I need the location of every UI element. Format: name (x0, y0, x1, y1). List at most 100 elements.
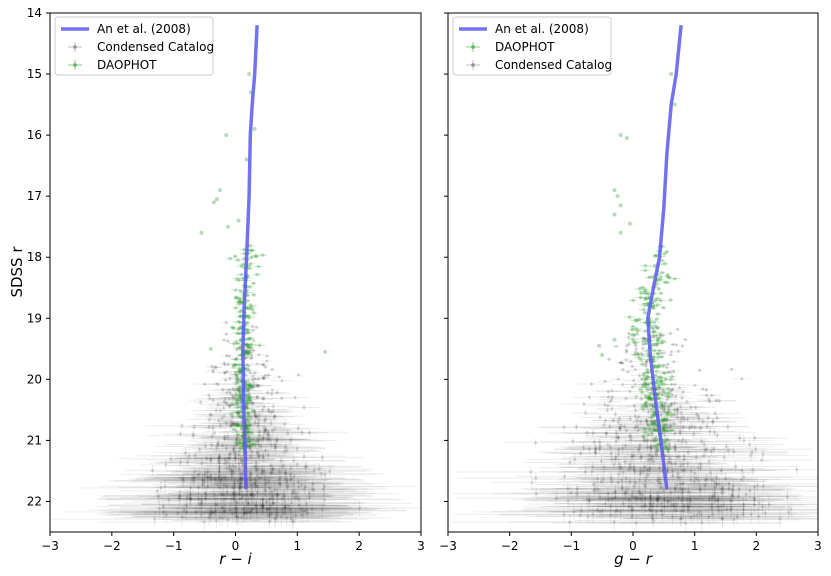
condensed-point (294, 491, 298, 496)
condensed-point (246, 383, 250, 387)
condensed-point (273, 488, 277, 492)
condensed-point (216, 441, 220, 445)
daophot-point (643, 264, 648, 268)
condensed-point (289, 516, 293, 521)
condensed-point (243, 510, 247, 514)
condensed-point (633, 368, 637, 372)
condensed-point (747, 442, 752, 447)
daophot-point (246, 387, 251, 391)
daophot-point (244, 386, 249, 391)
condensed-point (270, 367, 274, 372)
condensed-point (248, 447, 252, 451)
daophot-point (247, 398, 251, 403)
condensed-point (621, 368, 625, 372)
condensed-point (278, 483, 282, 487)
condensed-point (162, 510, 166, 514)
condensed-point (319, 472, 323, 476)
condensed-point (720, 516, 724, 520)
condensed-point (161, 504, 165, 508)
condensed-point (265, 432, 270, 436)
condensed-point (150, 468, 155, 472)
condensed-point (610, 398, 614, 402)
condensed-point (714, 482, 718, 486)
condensed-point (683, 338, 687, 342)
condensed-point (644, 439, 648, 443)
condensed-point (253, 464, 257, 468)
condensed-point (205, 456, 209, 461)
condensed-point (277, 469, 281, 473)
condensed-point (575, 492, 579, 496)
condensed-point (265, 354, 269, 358)
condensed-point (627, 467, 631, 471)
condensed-point (241, 494, 245, 498)
condensed-point (655, 449, 659, 453)
condensed-point (562, 512, 566, 516)
condensed-point (218, 485, 222, 490)
left-model-line (241, 25, 259, 490)
condensed-point (603, 501, 607, 506)
y-tick-label: 14 (27, 6, 42, 20)
condensed-point (700, 439, 704, 444)
condensed-point (640, 353, 645, 357)
condensed-point (627, 335, 631, 339)
condensed-point (194, 510, 198, 514)
daophot-point (658, 375, 663, 379)
condensed-point (729, 499, 733, 503)
condensed-point (566, 499, 570, 503)
daophot-point (250, 248, 255, 253)
condensed-point (274, 445, 278, 449)
daophot-point (643, 268, 647, 273)
condensed-point (299, 507, 303, 511)
condensed-point (251, 348, 256, 353)
daophot-point (660, 418, 665, 422)
condensed-point (155, 489, 159, 493)
condensed-point (229, 419, 233, 423)
daophot-point (248, 382, 253, 387)
condensed-point (649, 446, 653, 450)
condensed-point (252, 409, 256, 414)
condensed-point (606, 498, 610, 502)
condensed-point (237, 326, 242, 330)
condensed-point (643, 496, 647, 500)
daophot-point (244, 349, 249, 353)
condensed-point (707, 397, 711, 401)
condensed-point (650, 403, 655, 407)
condensed-point (185, 495, 189, 499)
daophot-point (237, 362, 242, 367)
condensed-point (619, 466, 623, 470)
condensed-point (291, 520, 295, 524)
condensed-point (753, 436, 757, 440)
condensed-point (220, 444, 225, 448)
daophot-point (239, 308, 244, 313)
daophot-point (249, 346, 254, 350)
daophot-point (655, 303, 660, 307)
condensed-point (233, 357, 237, 362)
daophot-point (662, 382, 666, 387)
condensed-point (236, 412, 241, 416)
condensed-point (233, 480, 237, 485)
condensed-point (612, 462, 616, 466)
legend-entry-label: An et al. (2008) (97, 22, 191, 36)
condensed-point (206, 469, 210, 473)
condensed-point (249, 493, 253, 497)
daophot-point (655, 351, 660, 356)
daophot-point (646, 396, 651, 400)
condensed-point (227, 456, 232, 460)
condensed-point (659, 412, 663, 417)
condensed-point (222, 436, 227, 440)
daophot-point (231, 326, 236, 330)
condensed-point (259, 445, 263, 449)
condensed-point (632, 379, 636, 383)
condensed-point (713, 491, 717, 495)
condensed-point (258, 476, 262, 480)
condensed-point (234, 443, 238, 447)
condensed-point (261, 503, 265, 507)
daophot-point (236, 327, 241, 331)
daophot-point (234, 399, 239, 403)
condensed-point (266, 508, 270, 512)
condensed-point (153, 517, 157, 521)
condensed-point (263, 429, 267, 433)
condensed-point (617, 472, 621, 476)
condensed-point (240, 515, 244, 520)
condensed-point (198, 447, 202, 451)
